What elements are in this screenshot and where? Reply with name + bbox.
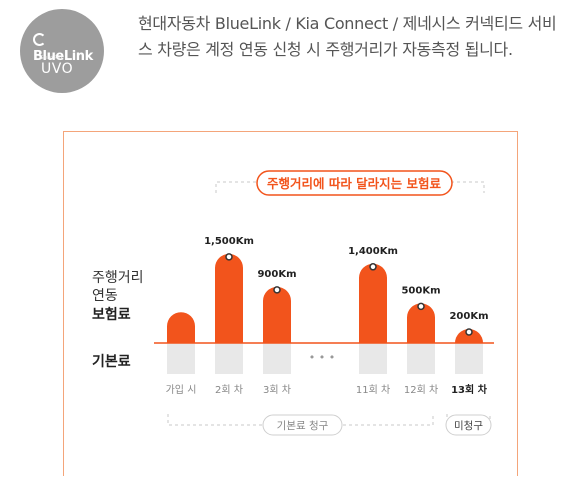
usage-bar-r2 xyxy=(215,253,243,343)
km-marker-r13 xyxy=(465,328,473,336)
km-label-r3: 900Km xyxy=(257,269,296,280)
billing-pill-text: 기본료 청구 xyxy=(277,420,329,432)
insurance-chart-svg: 주행거리에 따라 달라지는 보험료 주행거리 연동 보험료 기본료 가입 시 1,… xyxy=(92,170,494,436)
side-label-line3: 보험료 xyxy=(92,306,131,323)
intro-description: 현대자동차 BlueLink / Kia Connect / 제네시스 커넥티드… xyxy=(138,14,557,59)
km-label-r13: 200Km xyxy=(449,311,488,322)
km-marker-r3 xyxy=(273,286,281,294)
round-label-r11: 11회 차 xyxy=(356,384,390,396)
base-fee-block-r13 xyxy=(455,343,483,374)
banner-text: 주행거리에 따라 달라지는 보험료 xyxy=(267,176,442,191)
insurance-infographic: 주행거리에 따라 달라지는 보험료 주행거리 연동 보험료 기본료 가입 시 1,… xyxy=(63,131,518,476)
logo-small-text: Smart Park xyxy=(41,55,64,60)
unbilled-pill-text: 미청구 xyxy=(454,420,483,432)
bars-group: 가입 시 1,500Km 2회 차 900Km 3회 차 1,400Km 11회 차 500K… xyxy=(166,236,489,396)
base-fee-block-r3 xyxy=(263,343,291,374)
km-marker-r2 xyxy=(225,253,233,261)
usage-bar-r13 xyxy=(455,329,483,343)
round-label-r3: 3회 차 xyxy=(263,384,291,396)
base-fee-block-r11 xyxy=(359,343,387,374)
billing-pill xyxy=(262,414,343,436)
ellipsis-dots: • • • xyxy=(309,351,335,364)
usage-bar-r3 xyxy=(263,286,291,343)
banner-pill xyxy=(256,170,453,196)
side-label-line2: 연동 xyxy=(92,288,118,304)
km-label-r2: 1,500Km xyxy=(204,236,254,247)
round-label-r13: 13회 차 xyxy=(451,383,488,396)
base-fee-block-r2 xyxy=(215,343,243,374)
unbilled-pill xyxy=(445,414,492,436)
base-fee-block-r12 xyxy=(407,343,435,374)
base-fee-block-join xyxy=(167,343,195,374)
usage-bar-join xyxy=(167,312,195,343)
bluelink-mark-icon xyxy=(33,33,46,46)
round-label-join: 가입 시 xyxy=(166,383,197,396)
bluelink-wordmark: BlueLink xyxy=(33,33,104,64)
km-marker-r11 xyxy=(369,263,377,271)
side-label-line1: 주행거리 xyxy=(92,270,144,286)
usage-bar-r12 xyxy=(407,303,436,343)
bluelink-uvo-logo: BlueLink Smart Park UVO xyxy=(20,9,104,93)
uvo-text: UVO xyxy=(41,61,74,77)
km-marker-r12 xyxy=(417,302,425,311)
base-fee-label: 기본료 xyxy=(92,354,131,370)
bluelink-text: BlueLink xyxy=(33,49,93,64)
km-label-r12: 500Km xyxy=(401,285,440,296)
round-label-r12: 12회 차 xyxy=(404,384,438,396)
usage-bar-r11 xyxy=(359,263,387,343)
km-label-r11: 1,400Km xyxy=(348,246,398,257)
round-label-r2: 2회 차 xyxy=(215,384,243,396)
